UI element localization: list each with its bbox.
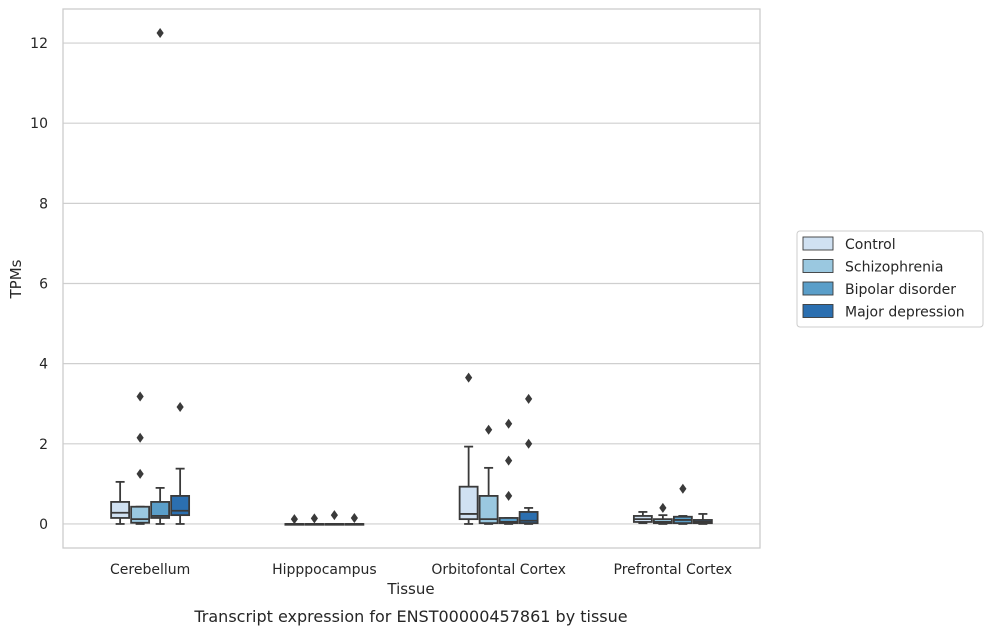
outlier-point xyxy=(525,393,533,404)
x-tick-label: Orbitofontal Cortex xyxy=(431,562,566,578)
box-element xyxy=(498,418,519,525)
box-body xyxy=(498,517,519,525)
box-element xyxy=(130,391,151,525)
outlier-point xyxy=(505,418,513,429)
box-body xyxy=(130,505,151,524)
grid-lines xyxy=(63,42,760,525)
box-element xyxy=(632,511,653,525)
outlier-point xyxy=(310,513,318,524)
y-tick-labels: 0 2 4 6 8 10 12 xyxy=(30,36,48,533)
x-axis-title: Tissue xyxy=(386,580,434,598)
box-element xyxy=(284,514,305,526)
box-element xyxy=(170,401,191,525)
legend-swatch xyxy=(802,236,834,251)
outlier-point xyxy=(679,483,687,494)
box-element xyxy=(110,480,131,525)
plot-frame xyxy=(62,8,761,549)
box-body xyxy=(478,495,499,525)
box-body xyxy=(518,511,539,525)
outlier-point xyxy=(136,468,144,479)
x-tick-labels: Cerebellum Hipppocampus Orbitofontal Corte… xyxy=(110,562,732,578)
y-tick-label: 10 xyxy=(30,116,48,132)
legend-label: Bipolar disorder xyxy=(845,282,956,298)
outlier-point xyxy=(290,514,298,525)
series-group xyxy=(130,391,673,526)
series-group xyxy=(110,372,653,526)
box-body xyxy=(150,501,171,519)
outlier-point xyxy=(156,28,164,39)
box-element xyxy=(518,393,539,525)
legend: Control Schizophrenia Bipolar disorder Majo… xyxy=(796,230,984,328)
x-tick-label: Hipppocampus xyxy=(272,562,377,578)
box-body xyxy=(110,501,131,519)
legend-swatch xyxy=(802,259,834,273)
series-group xyxy=(170,393,713,526)
box-element xyxy=(478,424,499,525)
box-element xyxy=(652,502,673,525)
y-tick-label: 2 xyxy=(39,437,48,453)
legend-label: Control xyxy=(845,237,896,253)
x-tick-label: Prefrontal Cortex xyxy=(614,562,733,578)
outlier-point xyxy=(330,510,338,521)
y-tick-label: 12 xyxy=(30,36,48,52)
series-group xyxy=(150,28,693,526)
outlier-point xyxy=(176,401,184,412)
y-tick-label: 0 xyxy=(39,517,48,533)
x-tick-label: Cerebellum xyxy=(110,562,190,578)
outlier-point xyxy=(136,391,144,402)
box-body xyxy=(458,485,479,521)
y-axis-title: TPMs xyxy=(7,259,25,299)
outlier-point xyxy=(525,438,533,449)
y-tick-label: 8 xyxy=(39,196,48,212)
box-element xyxy=(150,28,171,525)
legend-label: Major depression xyxy=(845,305,965,321)
outlier-point xyxy=(659,502,667,513)
box-element xyxy=(344,512,365,526)
box-element xyxy=(458,372,479,525)
legend-swatch xyxy=(802,281,834,296)
y-tick-label: 4 xyxy=(39,357,48,373)
chart-caption: Transcript expression for ENST0000045786… xyxy=(193,607,627,626)
outlier-point xyxy=(485,424,493,435)
box-element xyxy=(672,483,693,525)
legend-label: Schizophrenia xyxy=(845,260,943,276)
outlier-point xyxy=(505,455,513,466)
box-body xyxy=(170,495,191,517)
outlier-point xyxy=(505,490,513,501)
y-tick-label: 6 xyxy=(39,277,48,293)
outlier-point xyxy=(465,372,473,383)
outlier-point xyxy=(136,432,144,443)
outlier-point xyxy=(350,512,358,523)
legend-frame xyxy=(796,230,984,328)
box-series xyxy=(110,28,713,526)
legend-swatch xyxy=(802,304,834,318)
box-element xyxy=(692,513,713,525)
box-element xyxy=(324,510,345,526)
box-element xyxy=(304,513,325,526)
